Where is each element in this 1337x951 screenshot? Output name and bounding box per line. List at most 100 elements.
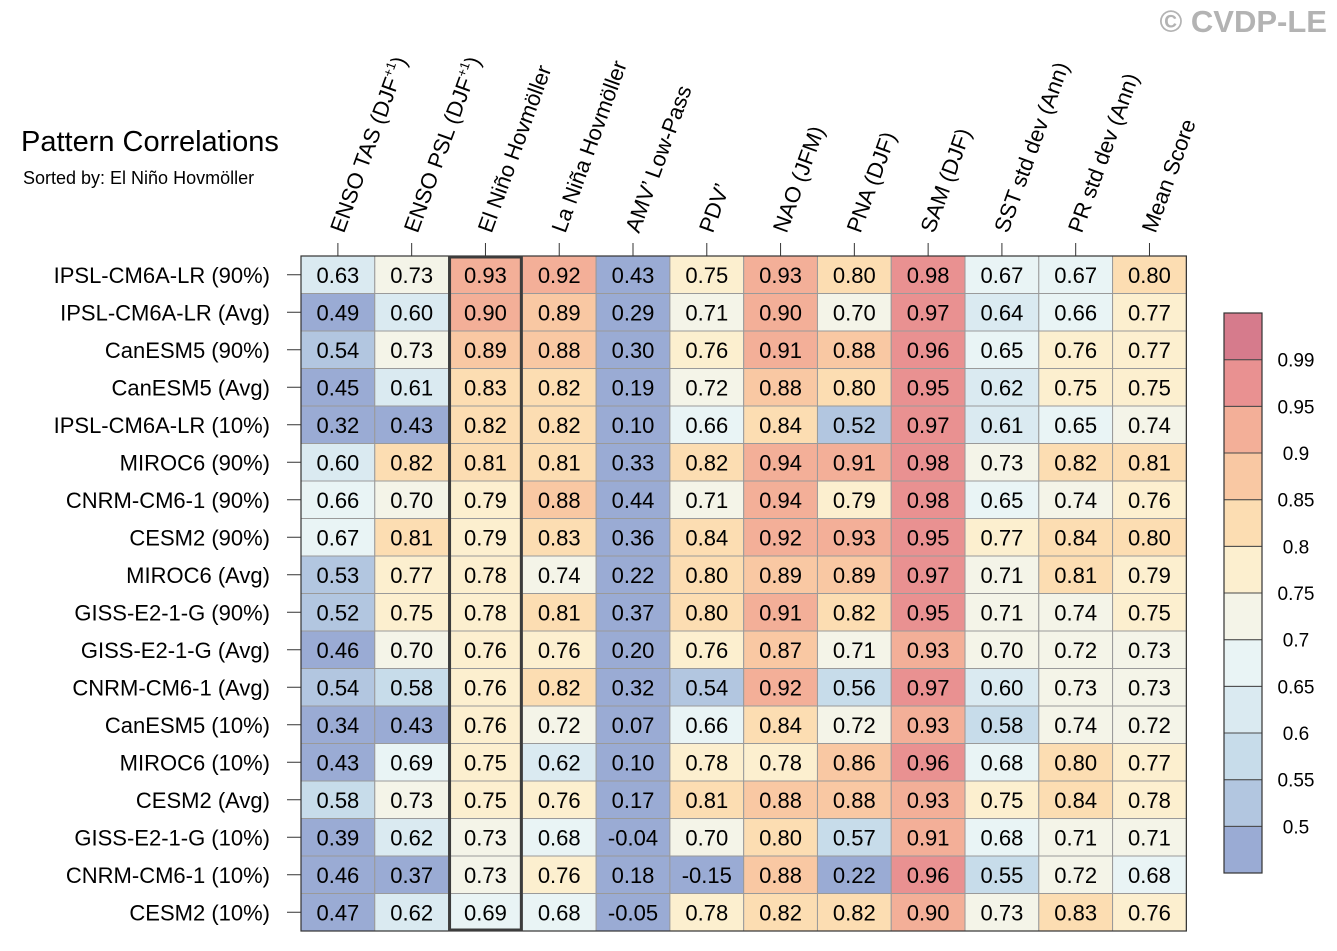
cell-value-label: 0.75	[464, 788, 507, 813]
colorbar-tick-label: 0.99	[1278, 351, 1315, 372]
heatmap-cell	[521, 743, 597, 782]
cell-value-label: 0.73	[390, 263, 433, 288]
column-label: SAM (DJF)	[915, 125, 976, 236]
heatmap-cell	[300, 330, 376, 369]
heatmap-cell	[374, 705, 450, 744]
heatmap-cell	[743, 368, 818, 407]
cell-value-label: 0.80	[833, 263, 876, 288]
heatmap-cell	[1038, 405, 1114, 444]
cell-value-label: 0.30	[612, 338, 655, 363]
heatmap-cell	[595, 293, 671, 332]
cell-value-label: 0.98	[907, 488, 950, 513]
heatmap-cell	[669, 855, 745, 894]
row-label: IPSL-CM6A-LR (10%)	[54, 413, 270, 438]
row-label: CNRM-CM6-1 (Avg)	[72, 675, 270, 700]
heatmap-cell	[743, 293, 818, 332]
column-label: SST std dev (Ann)	[989, 59, 1074, 236]
cell-value-label: 0.73	[390, 338, 433, 363]
heatmap-cell	[890, 518, 966, 557]
heatmap-cell	[300, 555, 376, 594]
cell-value-label: 0.75	[685, 263, 728, 288]
heatmap-cell	[374, 480, 450, 519]
cell-value-label: 0.80	[833, 375, 876, 400]
cell-value-label: 0.73	[980, 450, 1023, 475]
heatmap-cell	[743, 593, 818, 632]
heatmap-cell	[448, 855, 523, 894]
heatmap-cell	[816, 443, 892, 482]
cell-value-label: 0.43	[316, 750, 359, 775]
heatmap-cell	[890, 705, 966, 744]
cell-value-label: 0.71	[1054, 825, 1097, 850]
cell-value-label: 0.37	[390, 863, 433, 888]
cell-value-label: 0.97	[907, 413, 950, 438]
heatmap-cell	[1038, 255, 1114, 294]
cell-value-label: 0.62	[390, 900, 433, 925]
cell-value-label: 0.53	[316, 563, 359, 588]
cell-value-label: 0.82	[759, 900, 802, 925]
cell-value-label: 0.75	[1054, 375, 1097, 400]
cell-value-label: 0.54	[316, 675, 359, 700]
heatmap-cell	[1038, 518, 1114, 557]
cell-value-label: 0.37	[612, 600, 655, 625]
colorbar-segment	[1223, 452, 1263, 501]
cell-value-label: 0.61	[980, 413, 1023, 438]
heatmap-cell	[374, 593, 450, 632]
heatmap-cell	[1112, 405, 1187, 444]
row-label: GISS-E2-1-G (Avg)	[81, 638, 270, 663]
heatmap-cell	[448, 780, 523, 819]
cell-value-label: 0.74	[1054, 488, 1097, 513]
cell-value-label: 0.80	[1128, 525, 1171, 550]
heatmap-cell	[743, 893, 818, 932]
cell-value-label: 0.61	[390, 375, 433, 400]
row-label: GISS-E2-1-G (10%)	[74, 825, 270, 850]
heatmap-cell	[816, 818, 892, 857]
column-label: Mean Score	[1137, 116, 1201, 236]
cell-value-label: 0.76	[685, 338, 728, 363]
row-label: MIROC6 (90%)	[120, 450, 270, 475]
column-label-superscript: +1	[454, 60, 473, 79]
heatmap-cell	[964, 443, 1040, 482]
cell-value-label: 0.95	[907, 375, 950, 400]
heatmap-cell	[964, 368, 1040, 407]
cell-value-label: 0.76	[538, 638, 581, 663]
cell-value-label: 0.92	[538, 263, 581, 288]
cell-value-label: 0.77	[1128, 338, 1171, 363]
cell-value-label: 0.82	[538, 375, 581, 400]
cell-value-label: 0.33	[612, 450, 655, 475]
cell-value-label: 0.75	[1128, 375, 1171, 400]
cell-value-label: 0.81	[390, 525, 433, 550]
cell-value-label: 0.73	[980, 900, 1023, 925]
row-label: CESM2 (Avg)	[136, 788, 270, 813]
cell-value-label: 0.77	[390, 563, 433, 588]
cell-value-label: 0.91	[907, 825, 950, 850]
cell-value-label: 0.98	[907, 263, 950, 288]
heatmap-cell	[595, 668, 671, 707]
cell-value-label: 0.62	[390, 825, 433, 850]
heatmap-cell	[964, 330, 1040, 369]
cell-value-label: 0.93	[464, 263, 507, 288]
cell-value-label: 0.83	[1054, 900, 1097, 925]
heatmap-cell	[669, 518, 745, 557]
heatmap-cell	[1038, 668, 1114, 707]
cell-value-label: 0.88	[833, 788, 876, 813]
heatmap-cell	[964, 780, 1040, 819]
cell-value-label: 0.97	[907, 675, 950, 700]
cell-value-label: 0.93	[907, 788, 950, 813]
cell-value-label: -0.04	[608, 825, 658, 850]
heatmap-cell	[669, 668, 745, 707]
cell-value-label: 0.76	[1128, 488, 1171, 513]
cell-value-label: 0.91	[833, 450, 876, 475]
heatmap-cell	[1038, 443, 1114, 482]
heatmap-cell	[1112, 555, 1187, 594]
heatmap-cell	[669, 630, 745, 669]
heatmap-cell	[1038, 855, 1114, 894]
cell-value-label: 0.82	[538, 413, 581, 438]
cell-value-label: -0.05	[608, 900, 658, 925]
cell-value-label: 0.84	[1054, 788, 1097, 813]
heatmap-cell	[521, 818, 597, 857]
heatmap-cell	[595, 405, 671, 444]
cell-value-label: 0.76	[464, 713, 507, 738]
heatmap-cell	[816, 668, 892, 707]
cell-value-label: 0.74	[538, 563, 581, 588]
cell-value-label: 0.87	[759, 638, 802, 663]
